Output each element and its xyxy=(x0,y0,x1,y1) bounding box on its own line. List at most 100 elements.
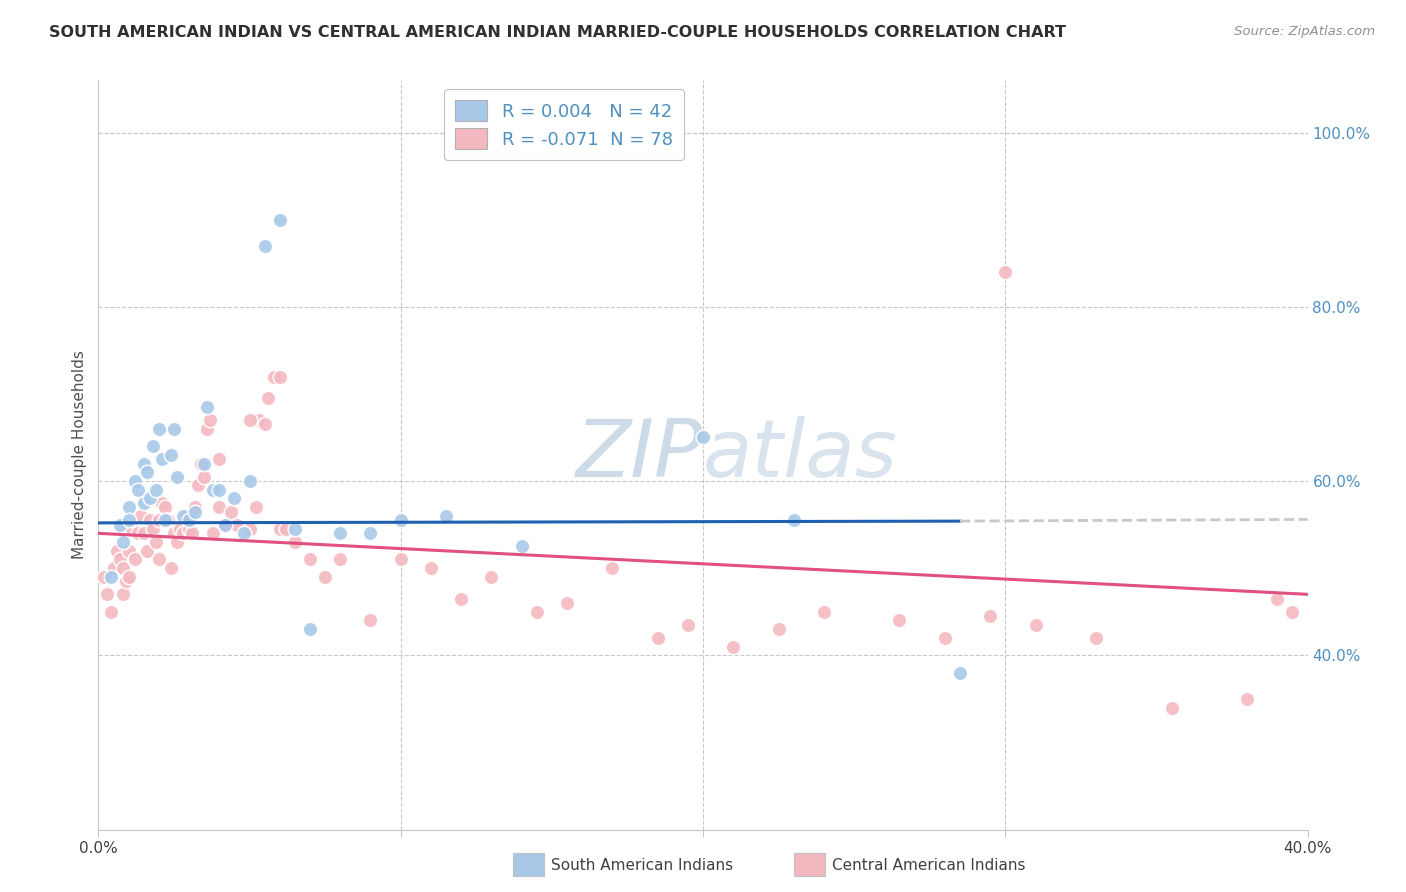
Point xyxy=(100,605,122,619)
Point xyxy=(163,526,186,541)
Point xyxy=(450,591,472,606)
Point xyxy=(253,417,276,432)
Point xyxy=(111,535,134,549)
Y-axis label: Married-couple Households: Married-couple Households xyxy=(72,351,87,559)
Point xyxy=(105,543,128,558)
Point xyxy=(389,513,412,527)
Point xyxy=(148,513,170,527)
Point xyxy=(420,561,443,575)
Point xyxy=(269,522,291,536)
Point xyxy=(1267,591,1289,606)
Point xyxy=(889,614,911,628)
Point xyxy=(184,500,207,515)
Point xyxy=(253,239,276,253)
Point xyxy=(360,614,382,628)
Point xyxy=(1160,700,1182,714)
Point xyxy=(108,517,131,532)
Point xyxy=(434,508,457,523)
Point xyxy=(232,526,254,541)
Point xyxy=(132,457,155,471)
Point xyxy=(676,617,699,632)
Point xyxy=(329,552,352,566)
Point xyxy=(389,552,412,566)
Point xyxy=(813,605,835,619)
Point xyxy=(148,422,170,436)
Point xyxy=(1281,605,1303,619)
Point xyxy=(284,522,307,536)
Point xyxy=(299,622,322,636)
Point xyxy=(169,522,191,536)
Point xyxy=(602,561,624,575)
Point xyxy=(208,500,231,515)
Point xyxy=(118,513,141,527)
Point xyxy=(256,392,278,406)
Point xyxy=(979,609,1001,624)
Point xyxy=(994,265,1017,279)
Point xyxy=(139,513,162,527)
Point xyxy=(768,622,790,636)
Point xyxy=(195,422,218,436)
Point xyxy=(193,457,215,471)
Point xyxy=(172,508,194,523)
Point xyxy=(202,483,225,497)
Point xyxy=(284,535,307,549)
Point xyxy=(1236,691,1258,706)
Text: Central American Indians: Central American Indians xyxy=(832,858,1026,872)
Point xyxy=(239,522,262,536)
Point xyxy=(195,400,218,414)
Point xyxy=(239,413,262,427)
Point xyxy=(723,640,745,654)
Point xyxy=(299,552,322,566)
Point xyxy=(481,570,503,584)
Point xyxy=(100,570,122,584)
Point xyxy=(124,552,146,566)
Text: South American Indians: South American Indians xyxy=(551,858,734,872)
Point xyxy=(142,439,165,453)
Point xyxy=(111,587,134,601)
Point xyxy=(221,504,243,518)
Point xyxy=(245,500,267,515)
Point xyxy=(163,422,186,436)
Point xyxy=(208,483,231,497)
Point xyxy=(160,561,183,575)
Point xyxy=(692,430,714,444)
Point xyxy=(166,469,188,483)
Point xyxy=(1085,631,1108,645)
Point xyxy=(118,570,141,584)
Point xyxy=(108,552,131,566)
Point xyxy=(142,522,165,536)
Point xyxy=(226,517,249,532)
Point xyxy=(647,631,669,645)
Point xyxy=(184,504,207,518)
Point xyxy=(153,513,176,527)
Point xyxy=(200,413,222,427)
Point xyxy=(135,466,157,480)
Point xyxy=(145,535,167,549)
Point xyxy=(111,561,134,575)
Point xyxy=(224,491,246,506)
Point xyxy=(263,369,285,384)
Point xyxy=(96,587,118,601)
Point xyxy=(135,543,157,558)
Point xyxy=(555,596,578,610)
Point xyxy=(247,413,270,427)
Point xyxy=(127,483,149,497)
Point xyxy=(269,369,291,384)
Point xyxy=(208,452,231,467)
Text: Source: ZipAtlas.com: Source: ZipAtlas.com xyxy=(1234,25,1375,38)
Point xyxy=(934,631,956,645)
Point xyxy=(214,517,236,532)
Point xyxy=(360,526,382,541)
Point xyxy=(949,665,972,680)
Point xyxy=(156,513,179,527)
Point xyxy=(526,605,548,619)
Point xyxy=(274,522,297,536)
Point xyxy=(190,457,212,471)
Point xyxy=(93,570,115,584)
Point xyxy=(510,540,533,554)
Point xyxy=(166,535,188,549)
Text: atlas: atlas xyxy=(703,416,898,494)
Point xyxy=(174,508,197,523)
Point xyxy=(114,574,136,589)
Point xyxy=(179,513,201,527)
